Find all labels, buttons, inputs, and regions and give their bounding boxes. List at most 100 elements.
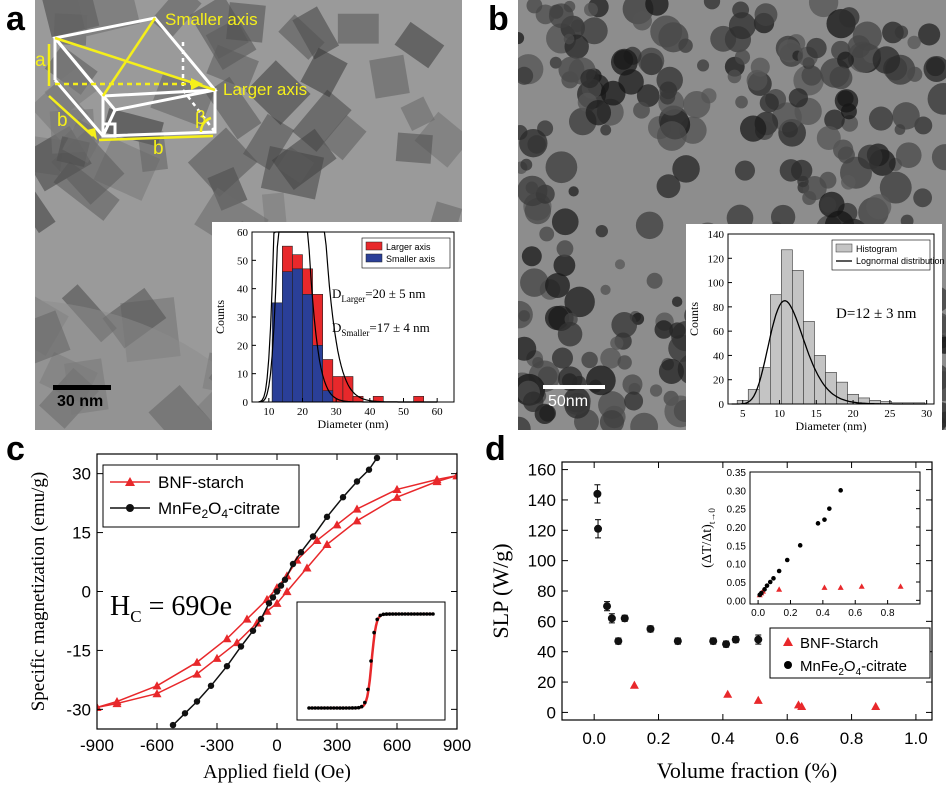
- x-tick-label: 40: [364, 406, 376, 418]
- mnfe-slp-point: [754, 635, 763, 644]
- y-tick-label: -15: [66, 641, 91, 660]
- x-axis-title: Volume fraction (%): [657, 758, 837, 783]
- inset-mnfe-point: [838, 488, 843, 493]
- tem-nanoparticle: [931, 144, 946, 171]
- bnf-point: [152, 681, 162, 690]
- tem-nanoparticle: [558, 366, 583, 391]
- tem-particle: [72, 0, 140, 37]
- tem-nanoparticle: [622, 374, 643, 395]
- legend-swatch: [365, 253, 383, 263]
- tem-nanoparticle: [820, 196, 837, 213]
- tem-nanoparticle: [671, 296, 683, 307]
- tem-nanoparticle: [646, 272, 663, 289]
- x-tick-label: 10: [774, 408, 786, 420]
- y-tick-label: 30: [237, 312, 249, 324]
- tem-nanoparticle: [697, 59, 710, 72]
- bnf-point: [222, 634, 232, 643]
- y-tick-label: 140: [708, 229, 725, 241]
- inset-x-tick-label: 0.8: [881, 608, 895, 619]
- bnf-lower-branch: [97, 474, 457, 709]
- inset-mnfe-point: [366, 687, 370, 692]
- y-tick-label: 120: [708, 253, 725, 265]
- x-tick-label: 0: [272, 736, 281, 755]
- bar-larger-axis: [332, 376, 344, 403]
- tem-nanoparticle: [526, 0, 543, 14]
- inset-mnfe-point: [319, 706, 324, 710]
- tem-nanoparticle: [806, 37, 827, 59]
- inset-mnfe-point: [394, 612, 398, 616]
- y-tick-label: 120: [528, 521, 556, 540]
- inset-mnfe-point: [425, 612, 429, 616]
- tem-nanoparticle: [586, 365, 616, 396]
- bar-smaller-axis: [322, 390, 334, 403]
- tem-particle: [242, 113, 295, 171]
- y-tick-label: 100: [708, 278, 725, 290]
- bnf-point: [112, 698, 122, 708]
- tem-nanoparticle: [879, 171, 912, 204]
- histogram-bar: [781, 249, 793, 405]
- tem-nanoparticle: [913, 188, 933, 208]
- tem-nanoparticle: [892, 102, 920, 130]
- tem-particle: [271, 128, 337, 191]
- inset-mnfe-point: [359, 704, 364, 709]
- tem-particle: [245, 60, 311, 125]
- inset-mnfe-point: [759, 590, 764, 596]
- legend-label-bnf: BNF-Starch: [800, 635, 878, 652]
- tem-nanoparticle: [914, 116, 933, 135]
- tem-nanoparticle: [548, 3, 574, 29]
- inset-bnf-point: [837, 584, 844, 590]
- mnfe-point: [265, 600, 273, 607]
- inset-mnfe-point: [332, 706, 336, 710]
- bnf-point: [192, 657, 202, 666]
- x-tick-label: 10: [263, 406, 275, 418]
- mnfe-slp-point: [603, 602, 612, 611]
- legend-marker-mnfe: [784, 661, 792, 669]
- tem-nanoparticle: [894, 124, 906, 135]
- inset-mnfe-point: [313, 706, 318, 710]
- tem-nanoparticle: [838, 7, 860, 28]
- inset-mnfe-point: [827, 506, 832, 511]
- tem-particle: [137, 131, 168, 173]
- histogram-a-svg: 10 20 30 40 50 60 0 10 20 30 40 50 60 Diameter (nm) Co…: [213, 227, 455, 431]
- tem-nanoparticle: [549, 56, 562, 69]
- inset-mnfe-point: [428, 612, 432, 616]
- x-tick-label: 5: [740, 408, 746, 420]
- tem-nanoparticle: [740, 115, 767, 142]
- scalebar-a-label: 30 nm: [57, 393, 104, 410]
- annotation-d-smaller: DSmaller=17 ± 4 nm: [332, 320, 430, 338]
- inset-y-tick-label: 0.35: [727, 468, 747, 479]
- tem-nanoparticle: [802, 190, 817, 206]
- x-tick-label: 25: [884, 408, 896, 420]
- inset-mnfe-point: [764, 583, 770, 588]
- bnf-point: [242, 614, 252, 623]
- panel-label-a: a: [6, 0, 25, 38]
- tem-nanoparticle: [532, 356, 544, 369]
- inset-mnfe-point: [418, 612, 423, 616]
- inset-mnfe-point: [335, 706, 339, 710]
- inset-frame: [749, 471, 921, 605]
- mnfe-point: [269, 594, 277, 601]
- tem-nanoparticle: [519, 128, 548, 158]
- inset-mnfe-point: [356, 705, 361, 710]
- tem-nanoparticle: [734, 160, 756, 181]
- tem-particle: [35, 185, 56, 234]
- x-tick-label: 30: [331, 406, 343, 418]
- legend-box: [769, 627, 931, 679]
- tem-nanoparticle: [521, 246, 542, 267]
- y-tick-label: -30: [66, 700, 91, 719]
- tem-nanoparticle: [808, 0, 839, 18]
- mnfe-point: [181, 710, 189, 717]
- inset-mnfe-point: [776, 568, 782, 574]
- inset-mnfe-point: [344, 706, 349, 710]
- mnfe-slp-point: [594, 524, 603, 533]
- tem-particle: [205, 76, 262, 140]
- y-tick-label: 0: [82, 583, 91, 602]
- tem-nanoparticle: [656, 121, 687, 151]
- tem-particle: [395, 132, 433, 164]
- tem-particle: [322, 114, 367, 161]
- tem-nanoparticle: [600, 80, 626, 106]
- inset-mnfe-point: [412, 612, 417, 616]
- tem-nanoparticle: [563, 387, 591, 415]
- mnfe-point: [257, 615, 265, 623]
- y-tick-label: 160: [528, 461, 556, 480]
